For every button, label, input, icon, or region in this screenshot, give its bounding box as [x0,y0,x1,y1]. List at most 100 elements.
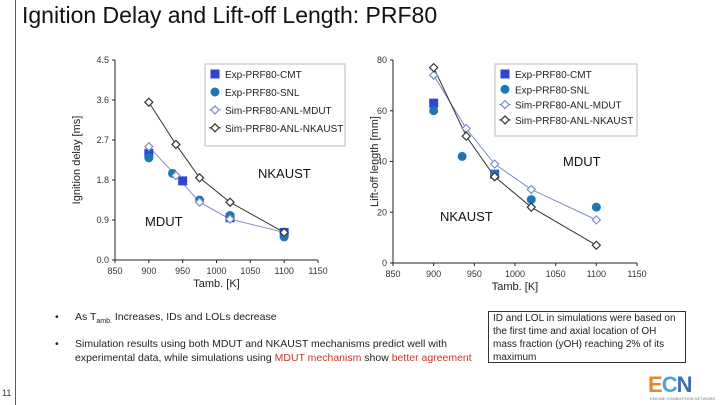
x-axis-label: Tamb. [K] [492,281,538,293]
x-tick-label: 950 [467,269,482,279]
data-point [526,202,537,213]
legend-label: Sim-PRF80-ANL-MDUT [225,106,332,117]
lift-off-length-chart: 850 900 950 1000 1050 1100 1150 0 20 40 60 80 Tamb. … [369,55,647,293]
legend-marker [210,87,220,97]
x-tick-label: 1000 [206,266,226,276]
x-tick-label: 1050 [546,269,566,279]
bullet-item: • As Tamb. Increases, IDs and LOLs decre… [55,310,475,329]
data-point [591,215,602,225]
data-point [591,240,602,251]
legend-marker [210,105,220,115]
bullet-text-part: As T [75,311,97,323]
data-point [225,214,235,224]
data-point [428,62,439,73]
x-tick-label: 1100 [274,266,293,276]
x-axis-label: Tamb. [K] [193,278,239,290]
data-point [144,153,154,163]
data-point [428,70,439,81]
x-tick-label: 900 [141,266,156,276]
legend-box [494,63,638,137]
x-tick-label: 950 [175,266,190,276]
data-point [279,227,290,238]
y-tick-label: 4.5 [96,55,109,65]
legend-label: Sim-PRF80-ANL-NKAUST [225,124,343,135]
bullet-list: • As Tamb. Increases, IDs and LOLs decre… [55,310,475,373]
note-text: ID and LOL in simulations were based on … [493,313,676,363]
x-tick-label: 850 [385,269,400,279]
bullet-text-part: Simulation results using both MDUT and N… [75,338,447,365]
logo-letter: C [661,372,678,397]
data-point [461,131,472,141]
data-point [457,151,467,161]
data-point [429,106,439,116]
x-tick-label: 1100 [587,269,606,279]
data-point [194,172,205,183]
note-box: ID and LOL in simulations were based on … [488,311,686,363]
legend-marker [500,99,510,110]
bullet-dot: • [55,338,59,351]
data-point [489,159,500,169]
data-point [178,176,188,186]
legend-label: Exp-PRF80-SNL [515,85,590,96]
x-tick-label: 850 [107,266,122,276]
logo-letter: E [648,372,663,397]
data-point [171,139,181,150]
legend-label: Exp-PRF80-SNL [225,88,300,99]
x-tick-label: 1000 [505,269,525,279]
y-tick-label: 3.6 [96,95,109,105]
bullet-text-part: Increases, IDs and LOLs decrease [111,311,277,323]
legend-label: Sim-PRF80-ANL-MDUT [515,101,622,112]
bullet-highlight: better agreement [391,352,472,365]
legend-marker [500,84,510,94]
y-tick-label: 2.7 [96,135,109,145]
annotation-label: MDUT [563,154,601,169]
annotation-label: MDUT [145,214,183,229]
y-axis-label: Ignition delay [ms] [71,116,83,205]
slide-title: Ignition Delay and Lift-off Length: PRF8… [22,2,438,28]
bullet-subscript: amb. [96,318,112,326]
page-number: 11 [2,388,12,398]
annotation-label: NKAUST [258,166,311,181]
y-tick-label: 60 [377,106,387,116]
logo-subtitle: ENGINE COMBUSTION NETWORK [650,396,716,401]
data-point [194,197,205,208]
legend-marker [500,115,510,125]
logo-text: ECN [648,372,693,398]
data-point [143,141,154,152]
x-tick-label: 900 [426,269,441,279]
accent-bar [15,0,16,405]
y-tick-label: 0 [382,258,387,268]
bullet-text-part: show [361,352,392,365]
legend-label: Exp-PRF80-CMT [225,70,302,81]
bullet-text: Simulation results using both MDUT and N… [75,337,475,365]
x-tick-label: 1050 [240,266,260,276]
data-point [171,170,181,181]
bullet-highlight: MDUT mechanism [274,352,362,365]
y-tick-label: 1.8 [96,175,109,185]
legend-marker [210,122,220,133]
y-tick-label: 0.9 [96,215,109,225]
legend-label: Exp-PRF80-CMT [515,70,592,81]
logo-letter: N [676,372,693,397]
x-tick-label: 1150 [627,269,646,279]
data-point [429,98,439,108]
y-tick-label: 20 [377,207,387,217]
data-point [489,171,500,182]
data-point [591,202,601,212]
ignition-delay-chart: 850 900 950 1000 1050 1100 1150 0.0 0.9 1.8 2.7 3.6… [71,55,346,290]
ecn-logo: ECN ENGINE COMBUSTION NETWORK [648,372,720,402]
legend-marker [500,69,510,79]
x-tick-label: 1150 [308,266,327,276]
data-point [143,97,154,108]
legend-marker [210,69,220,79]
bullet-item: • Simulation results using both MDUT and… [55,337,475,365]
bullet-dot: • [55,311,59,323]
y-tick-label: 80 [377,55,387,65]
y-tick-label: 40 [377,157,387,167]
legend-label: Sim-PRF80-ANL-NKAUST [515,116,633,127]
data-point [225,197,235,208]
legend-box [204,63,346,147]
data-point [526,184,537,195]
bullet-text: As Tamb. Increases, IDs and LOLs decreas… [75,310,277,329]
